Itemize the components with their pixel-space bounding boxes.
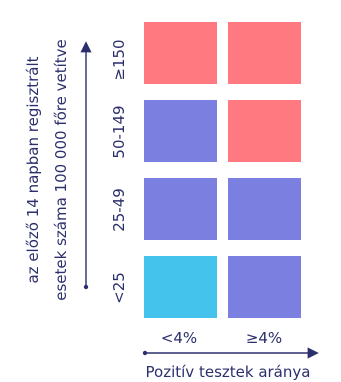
heatmap-cell-r3-c1 — [228, 22, 301, 84]
x-axis-label: Pozitív tesztek aránya — [146, 363, 311, 381]
y-axis-label-line-1: az előző 14 napban regisztrált — [24, 56, 42, 283]
heatmap-cell-r1-c1 — [228, 178, 301, 240]
heatmap-cell-r0-c0 — [144, 256, 217, 318]
y-tick-label-ge150: ≥150 — [110, 39, 128, 80]
heatmap-cell-r2-c1 — [228, 100, 301, 162]
heatmap-cell-r1-c0 — [144, 178, 217, 240]
heatmap-cell-r2-c0 — [144, 100, 217, 162]
y-tick-label-50-149: 50-149 — [110, 105, 128, 158]
x-tick-label-ge4: ≥4% — [246, 329, 282, 347]
heatmap-cell-r3-c0 — [144, 22, 217, 84]
heatmap-cells — [144, 22, 301, 318]
heatmap-cell-r0-c1 — [228, 256, 301, 318]
y-tick-label-lt25: <25 — [110, 272, 128, 304]
x-tick-label-lt4: <4% — [161, 329, 197, 347]
y-axis-arrow-origin — [83, 284, 89, 290]
y-axis-label-line-2: esetek száma 100 000 főre vetítve — [52, 39, 70, 301]
x-axis-arrow-origin — [142, 350, 148, 356]
y-tick-label-25-49: 25-49 — [110, 188, 128, 232]
